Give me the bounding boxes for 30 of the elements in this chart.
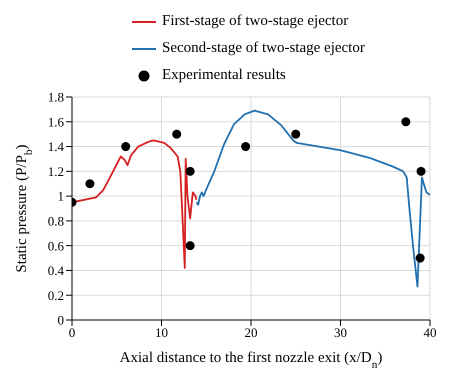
point [291,130,300,139]
point [241,142,250,152]
point [416,254,425,263]
x-tick-label: 20 [244,325,258,340]
y-tick-label: 1.4 [48,139,64,154]
x-tick-label: 0 [68,325,76,340]
point [401,117,410,126]
y-tick-label: 0.2 [48,288,64,303]
x-axis-title: Axial distance to the first nozzle exit (x/D$_{n}$) [120,350,382,371]
point [121,142,130,152]
y-tick-label: 0.6 [48,238,64,254]
line-series [196,110,430,288]
y-tick-label: 0.8 [48,214,64,229]
x-tick-label: 40 [424,325,436,340]
y-tick-label: 1.6 [48,114,64,130]
point [85,179,94,188]
point [172,130,182,139]
y-tick-label: 1.8 [48,90,64,105]
point [186,166,195,176]
legend-label: First-stage of two-stage ejector [162,13,348,30]
legend-label: Experimental results [162,67,286,84]
y-tick-label: 1 [58,188,64,204]
legend-label: Second-stage of two-stage ejector [162,40,365,57]
point [416,166,426,176]
point [186,241,195,250]
x-tick-label: 10 [155,325,168,340]
y-tick-label: 0.4 [48,263,64,278]
y-tick-label: 1.2 [48,164,64,179]
x-tick-label: 30 [334,325,347,340]
y-tick-label: 0 [58,312,64,328]
